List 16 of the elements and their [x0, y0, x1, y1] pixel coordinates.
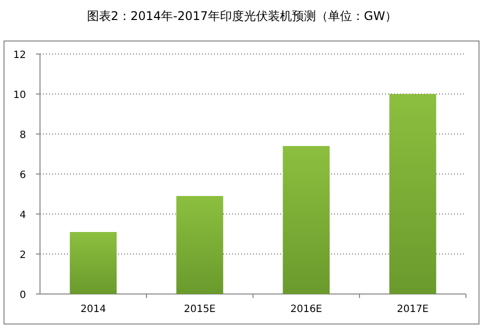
bar [70, 232, 117, 294]
x-tick-label: 2016E [290, 304, 322, 315]
x-tick-label: 2017E [396, 304, 429, 315]
bar [176, 196, 224, 294]
y-tick-label: 10 [13, 90, 26, 101]
x-tick-label: 2015E [184, 304, 216, 315]
y-tick-label: 8 [20, 130, 26, 141]
y-tick-label: 12 [13, 50, 26, 61]
chart-title: 图表2：2014年-2017年印度光伏装机预测（单位：GW） [86, 9, 398, 23]
bar [389, 94, 436, 294]
y-tick-label: 0 [20, 290, 26, 301]
y-tick-label: 2 [20, 250, 26, 261]
bar [282, 146, 330, 294]
y-tick-label: 6 [20, 170, 26, 181]
x-tick-label: 2014 [80, 304, 106, 315]
y-tick-label: 4 [20, 210, 26, 221]
